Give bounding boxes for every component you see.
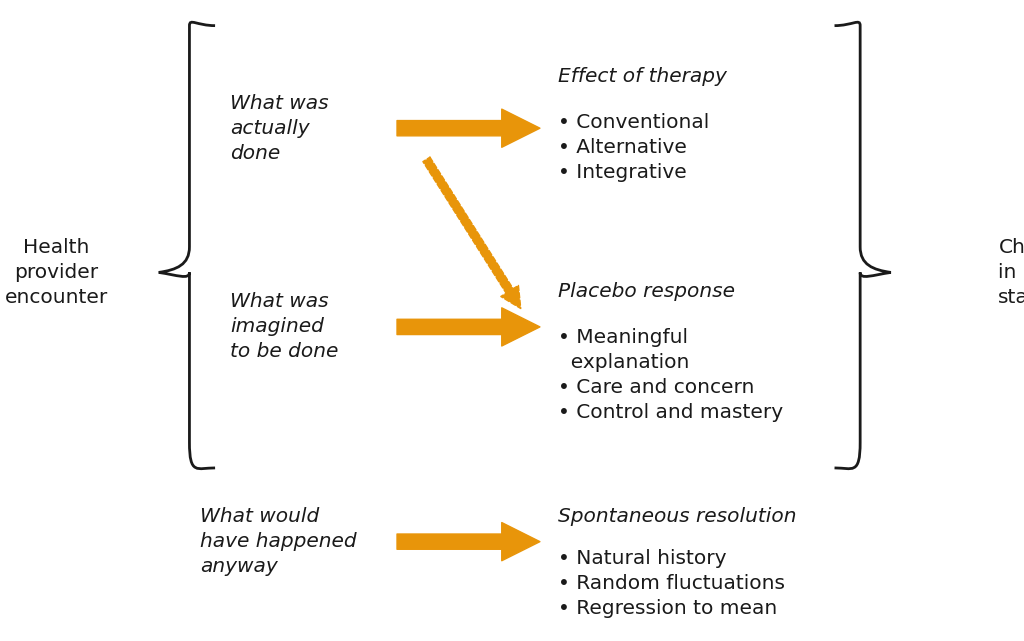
- Text: What was
imagined
to be done: What was imagined to be done: [230, 292, 339, 362]
- Text: What would
have happened
anyway: What would have happened anyway: [200, 507, 356, 576]
- Text: • Meaningful
  explanation
• Care and concern
• Control and mastery: • Meaningful explanation • Care and conc…: [558, 328, 783, 422]
- Text: Spontaneous resolution: Spontaneous resolution: [558, 506, 797, 526]
- Text: • Conventional
• Alternative
• Integrative: • Conventional • Alternative • Integrati…: [558, 113, 710, 182]
- Text: Effect of therapy: Effect of therapy: [558, 67, 727, 87]
- Text: Health
provider
encounter: Health provider encounter: [5, 238, 108, 307]
- Text: What was
actually
done: What was actually done: [230, 94, 329, 163]
- Text: Change
in health
status: Change in health status: [998, 238, 1024, 307]
- Text: Placebo response: Placebo response: [558, 282, 735, 301]
- Text: • Natural history
• Random fluctuations
• Regression to mean: • Natural history • Random fluctuations …: [558, 549, 785, 618]
